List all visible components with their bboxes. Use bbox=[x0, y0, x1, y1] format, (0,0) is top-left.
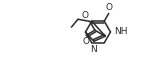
Text: O: O bbox=[105, 3, 112, 12]
Text: O: O bbox=[82, 11, 89, 20]
Text: O: O bbox=[82, 37, 89, 46]
Text: NH: NH bbox=[114, 26, 128, 35]
Text: N: N bbox=[90, 45, 97, 54]
